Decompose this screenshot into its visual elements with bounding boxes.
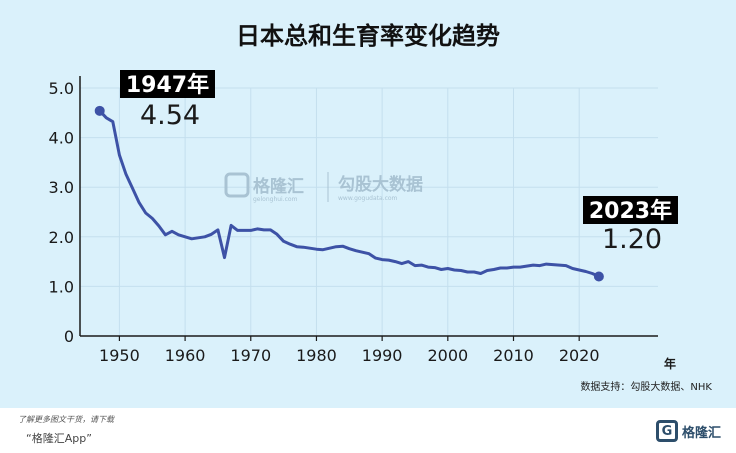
endpoint-marker [94, 105, 105, 116]
y-tick-label: 1.0 [49, 277, 74, 296]
logo-text: 格隆汇 [682, 425, 722, 441]
grid [80, 87, 658, 336]
endpoint-marker [593, 271, 604, 282]
footer-note: 了解更多图文干货，请下载 [18, 415, 114, 424]
y-tick-label: 3.0 [49, 178, 74, 197]
source-note: 数据支持：勾股大数据、NHK [580, 380, 712, 393]
x-tick-label: 1950 [99, 346, 140, 365]
footer: 了解更多图文干货，请下载 “格隆汇App” G 格隆汇 [0, 408, 736, 453]
y-tick-label: 4.0 [49, 129, 74, 148]
line-chart: 日本总和生育率变化趋势 格隆汇 gelonghui.com 勾股大数据 www.… [49, 22, 713, 393]
annotation-label-box [120, 70, 215, 98]
x-tick-label: 1990 [362, 346, 403, 365]
series [94, 105, 604, 282]
x-tick-label: 2010 [493, 346, 534, 365]
annotation-year-label: 1947年 [126, 72, 209, 98]
x-tick-label: 2000 [427, 346, 468, 365]
annotation-year-label: 2023年 [589, 198, 672, 224]
x-tick-label: 1960 [165, 346, 206, 365]
watermark-partner-sub: www.gogudata.com [338, 195, 398, 202]
footer-app-name: “格隆汇App” [26, 432, 92, 445]
y-tick-label: 2.0 [49, 228, 74, 247]
watermark-logo-icon [224, 172, 250, 198]
x-tick-label: 1970 [230, 346, 271, 365]
annotation-value-label: 1.20 [602, 224, 662, 255]
watermark-partner: 勾股大数据 [338, 174, 423, 195]
series-line [98, 109, 601, 278]
annotation-label-box [583, 196, 678, 224]
x-tick-label: 1980 [296, 346, 337, 365]
watermark-brand-sub: gelonghui.com [253, 196, 298, 203]
x-axis-unit: 年 [664, 356, 676, 371]
footer-logo: G 格隆汇 [656, 418, 721, 444]
y-tick-label: 5.0 [49, 79, 74, 98]
axes: 0 1.0 2.0 3.0 4.0 5.0 1950 1960 1970 1980 1990 2000… [49, 76, 658, 365]
x-tick-label: 2020 [559, 346, 600, 365]
watermark: 格隆汇 gelonghui.com 勾股大数据 www.gogudata.com [224, 172, 423, 203]
logo-g-icon: G [656, 420, 678, 442]
chart-title: 日本总和生育率变化趋势 [236, 22, 500, 50]
annotation-value-label: 4.54 [140, 100, 200, 131]
y-tick-label: 0 [64, 327, 74, 346]
watermark-brand: 格隆汇 [253, 176, 304, 197]
chart-panel: 日本总和生育率变化趋势 格隆汇 gelonghui.com 勾股大数据 www.… [0, 0, 736, 408]
